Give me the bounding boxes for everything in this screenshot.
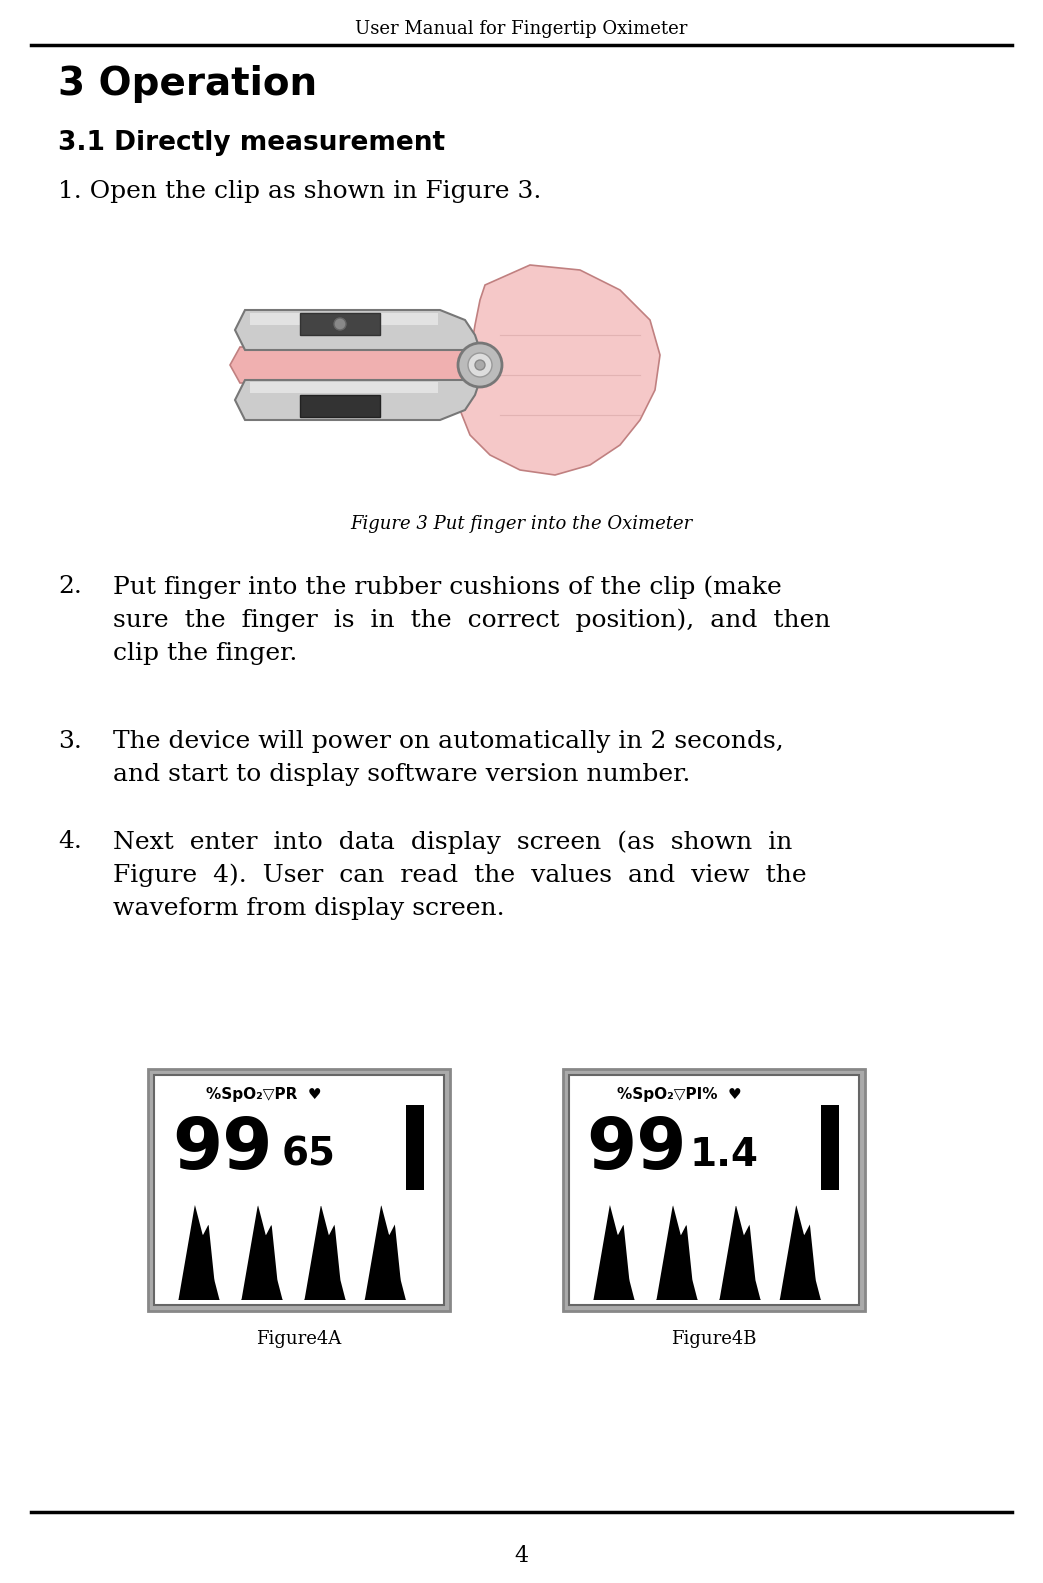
Text: %SpO₂▽PR  ♥: %SpO₂▽PR ♥: [207, 1088, 322, 1102]
Bar: [154, 1075, 444, 1304]
Bar: [821, 1105, 839, 1190]
Text: Figure4B: Figure4B: [672, 1330, 757, 1349]
Bar: [563, 1069, 865, 1311]
Circle shape: [458, 344, 502, 386]
Polygon shape: [235, 310, 480, 350]
Polygon shape: [250, 313, 438, 325]
Circle shape: [468, 353, 492, 377]
Polygon shape: [577, 1205, 851, 1300]
Circle shape: [334, 318, 346, 329]
Bar: [148, 1069, 450, 1311]
Text: Figure4A: Figure4A: [257, 1330, 342, 1349]
Text: %SpO₂▽PI%  ♥: %SpO₂▽PI% ♥: [616, 1088, 742, 1102]
Circle shape: [475, 359, 485, 370]
Text: Put finger into the rubber cushions of the clip (make
sure  the  finger  is  in : Put finger into the rubber cushions of t…: [113, 575, 830, 665]
Polygon shape: [460, 264, 660, 475]
Text: 2.: 2.: [58, 575, 81, 598]
Bar: [300, 396, 380, 416]
Text: Next  enter  into  data  display  screen  (as  shown  in
Figure  4).  User  can : Next enter into data display screen (as …: [113, 829, 806, 920]
Text: 65: 65: [282, 1137, 336, 1175]
Text: 4.: 4.: [58, 829, 81, 853]
Text: The device will power on automatically in 2 seconds,
and start to display softwa: The device will power on automatically i…: [113, 730, 783, 785]
Text: Figure 3 Put finger into the Oximeter: Figure 3 Put finger into the Oximeter: [349, 514, 693, 533]
Polygon shape: [231, 347, 475, 383]
Text: 3.1 Directly measurement: 3.1 Directly measurement: [58, 130, 445, 157]
Text: 1.4: 1.4: [689, 1137, 758, 1175]
Bar: [406, 1105, 425, 1190]
Text: 1. Open the clip as shown in Figure 3.: 1. Open the clip as shown in Figure 3.: [58, 180, 541, 203]
Text: 4: 4: [514, 1545, 528, 1567]
Text: 3.: 3.: [58, 730, 81, 754]
Polygon shape: [162, 1205, 436, 1300]
Text: 99: 99: [172, 1116, 272, 1184]
Text: 3 Operation: 3 Operation: [58, 65, 317, 103]
Bar: [569, 1075, 859, 1304]
Polygon shape: [235, 380, 480, 419]
Text: User Manual for Fingertip Oximeter: User Manual for Fingertip Oximeter: [355, 21, 687, 38]
Bar: [300, 313, 380, 336]
Text: 99: 99: [587, 1116, 687, 1184]
Polygon shape: [250, 382, 438, 393]
